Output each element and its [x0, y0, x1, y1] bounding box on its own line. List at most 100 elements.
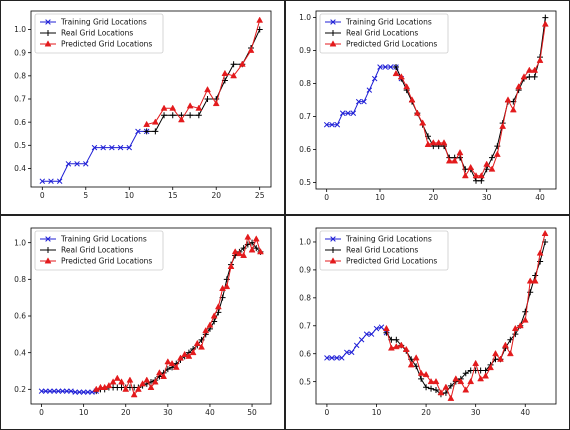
data-point — [507, 336, 514, 343]
y-tick-label: 1.0 — [14, 25, 26, 34]
data-point — [521, 316, 529, 323]
legend-marker — [45, 247, 51, 253]
legend-marker — [330, 236, 336, 242]
subplot-bottom-left: 0 10 20 30 40 50 0.2 0.4 0.6 0.8 1.0 Training Grid … — [0, 215, 285, 430]
series-training-grid-locations — [324, 324, 390, 361]
data-point — [100, 144, 106, 151]
y-tick-label: 0.9 — [14, 48, 26, 57]
data-point — [437, 389, 445, 396]
data-point — [134, 385, 142, 392]
data-point — [417, 369, 425, 376]
data-point — [147, 383, 155, 390]
data-point — [445, 157, 453, 164]
data-point — [195, 104, 203, 111]
x-tick-label: 10 — [372, 408, 382, 417]
y-tick-label: 0.8 — [299, 79, 311, 88]
legend-box — [34, 13, 164, 54]
data-point — [350, 110, 357, 116]
legend-label: Real Grid Locations — [61, 29, 133, 38]
data-point — [477, 172, 485, 179]
data-point — [202, 326, 210, 334]
data-point — [541, 20, 549, 27]
data-point — [172, 363, 180, 370]
data-point — [413, 363, 420, 370]
data-point — [451, 157, 459, 164]
data-point — [382, 324, 390, 332]
chart-svg: 0 10 20 30 40 50 0.2 0.4 0.6 0.8 1.0 Training Grid … — [14, 227, 272, 417]
data-point — [105, 381, 113, 389]
data-point — [329, 121, 335, 128]
data-point — [447, 394, 455, 401]
series-line — [326, 326, 387, 359]
axes-frame — [315, 227, 557, 405]
data-point — [511, 324, 519, 332]
data-point — [488, 165, 496, 172]
data-point — [433, 387, 439, 394]
x-tick-label: 10 — [124, 191, 134, 200]
data-point — [497, 355, 504, 362]
data-point — [440, 139, 448, 146]
data-point — [185, 352, 193, 359]
series-predicted-grid-locations — [382, 229, 549, 401]
y-tick-label: 0.4 — [14, 348, 26, 357]
data-point — [181, 350, 189, 357]
data-point — [160, 104, 168, 111]
y-tick-label: 0.5 — [299, 178, 311, 187]
data-point — [536, 56, 544, 63]
data-point — [80, 389, 87, 395]
data-point — [482, 372, 490, 379]
data-point — [152, 128, 159, 135]
data-point — [377, 64, 383, 70]
data-point — [169, 104, 177, 111]
chart-svg: 0 5 10 15 20 25 0.4 0.5 0.6 0.7 0.8 0.9 1.0 Training … — [14, 10, 272, 200]
y-tick-label: 0.8 — [14, 275, 26, 284]
data-point — [462, 386, 470, 393]
data-point — [531, 73, 538, 80]
data-point — [230, 61, 237, 68]
data-point — [397, 341, 405, 348]
data-point — [186, 102, 194, 109]
data-point — [212, 99, 220, 107]
legend-label: Training Grid Locations — [345, 18, 432, 27]
data-point — [542, 14, 549, 21]
x-tick-label: 20 — [121, 408, 131, 417]
legend-label: Real Grid Locations — [346, 246, 418, 255]
data-point — [477, 375, 485, 382]
data-point — [227, 262, 235, 269]
data-point — [419, 119, 427, 126]
data-point — [525, 66, 533, 73]
data-point — [408, 96, 416, 103]
subplot-top-left: 0 5 10 15 20 25 0.4 0.5 0.6 0.7 0.8 0.9 1.0 Training … — [0, 0, 285, 215]
data-point — [457, 377, 465, 385]
x-tick-label: 40 — [520, 408, 530, 417]
data-point — [334, 355, 340, 361]
chart-svg: 0 10 20 30 40 0.5 0.6 0.7 0.8 0.9 1.0 Training Grid… — [299, 10, 557, 202]
data-point — [42, 388, 49, 394]
data-point — [206, 321, 214, 328]
data-point — [392, 343, 400, 350]
data-point — [244, 233, 252, 240]
axes-frame — [315, 10, 557, 190]
data-point — [358, 336, 365, 343]
data-point — [48, 178, 54, 184]
data-point — [240, 251, 248, 258]
legend: Training Grid Locations Real Grid Locatio… — [319, 13, 449, 54]
data-point — [204, 96, 211, 102]
data-point — [467, 163, 475, 171]
y-tick-label: 0.7 — [14, 95, 26, 104]
y-tick-label: 0.6 — [299, 145, 311, 154]
data-point — [424, 140, 432, 147]
data-point — [126, 144, 133, 151]
data-point — [151, 118, 159, 125]
legend-marker — [329, 257, 337, 264]
data-point — [51, 388, 57, 394]
series-line — [326, 66, 402, 126]
data-point — [366, 87, 373, 93]
data-point — [178, 116, 185, 123]
data-point — [97, 383, 104, 390]
data-point — [193, 339, 201, 346]
data-point — [122, 385, 130, 392]
x-tick-label: 20 — [429, 193, 439, 202]
x-tick-label: 0 — [39, 408, 44, 417]
